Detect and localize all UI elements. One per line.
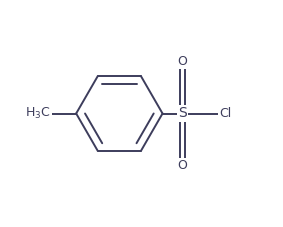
Text: O: O <box>177 159 187 172</box>
Text: H$_3$C: H$_3$C <box>25 106 51 121</box>
Text: S: S <box>178 106 187 121</box>
Text: O: O <box>177 55 187 68</box>
Text: Cl: Cl <box>219 107 231 120</box>
